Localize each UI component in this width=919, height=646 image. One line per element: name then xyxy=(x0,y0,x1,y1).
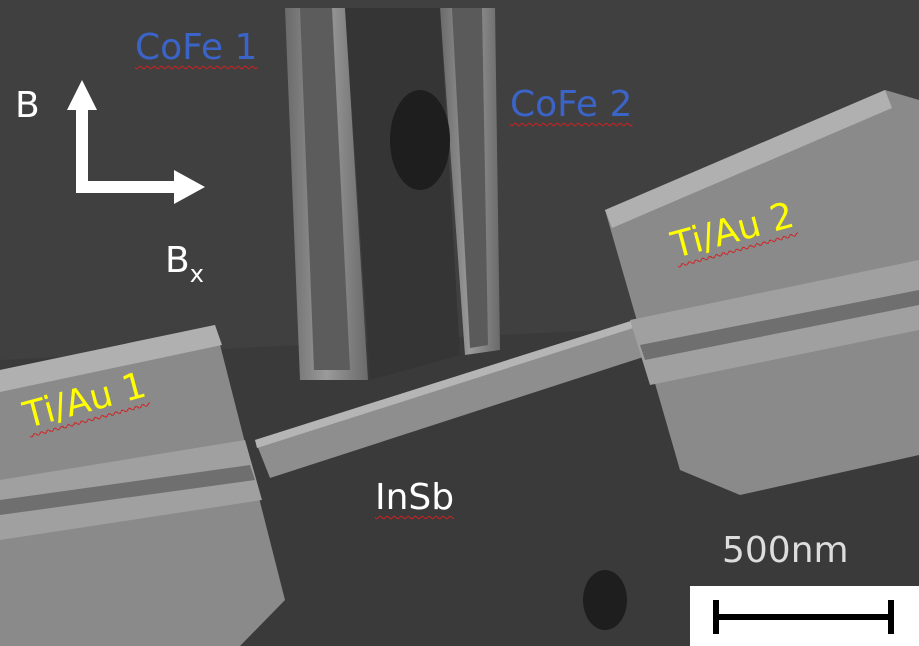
cofe-2-label: CoFe 2 xyxy=(510,84,633,125)
insb-label: InSb xyxy=(375,477,455,518)
bx-main: B xyxy=(165,240,190,281)
bx-axis-label: Bx xyxy=(165,240,204,288)
cofe-1-label: CoFe 1 xyxy=(135,27,258,68)
axis-arrows xyxy=(67,80,205,204)
tiau-contact-2-band-dark xyxy=(640,290,919,360)
bx-subscript: x xyxy=(189,260,204,288)
cofe-strip-2-inner xyxy=(452,8,488,348)
b-axis-label: B xyxy=(15,85,40,126)
insb-nanowire-highlight xyxy=(255,315,652,448)
bx-arrow-shaft xyxy=(76,181,176,193)
scale-label: 500nm xyxy=(722,530,849,571)
scale-bar xyxy=(713,600,894,634)
b-arrow-head xyxy=(67,80,97,110)
tiau-contact-2-edge xyxy=(605,90,892,228)
scale-bar-box xyxy=(690,586,919,646)
bx-arrow-head xyxy=(174,170,205,204)
scale-bar-line xyxy=(716,614,892,620)
tiau-contact-1-band-dark xyxy=(0,465,255,515)
dark-spot-2 xyxy=(583,570,627,630)
cofe-strip-1-inner xyxy=(300,8,350,370)
b-arrow-shaft xyxy=(76,108,88,193)
scale-bar-left-tick xyxy=(713,600,719,634)
tiau-contact-1-edge xyxy=(0,325,222,392)
dark-spot-1 xyxy=(390,90,450,190)
scale-bar-right-tick xyxy=(888,600,894,634)
insb-nanowire xyxy=(255,315,665,478)
